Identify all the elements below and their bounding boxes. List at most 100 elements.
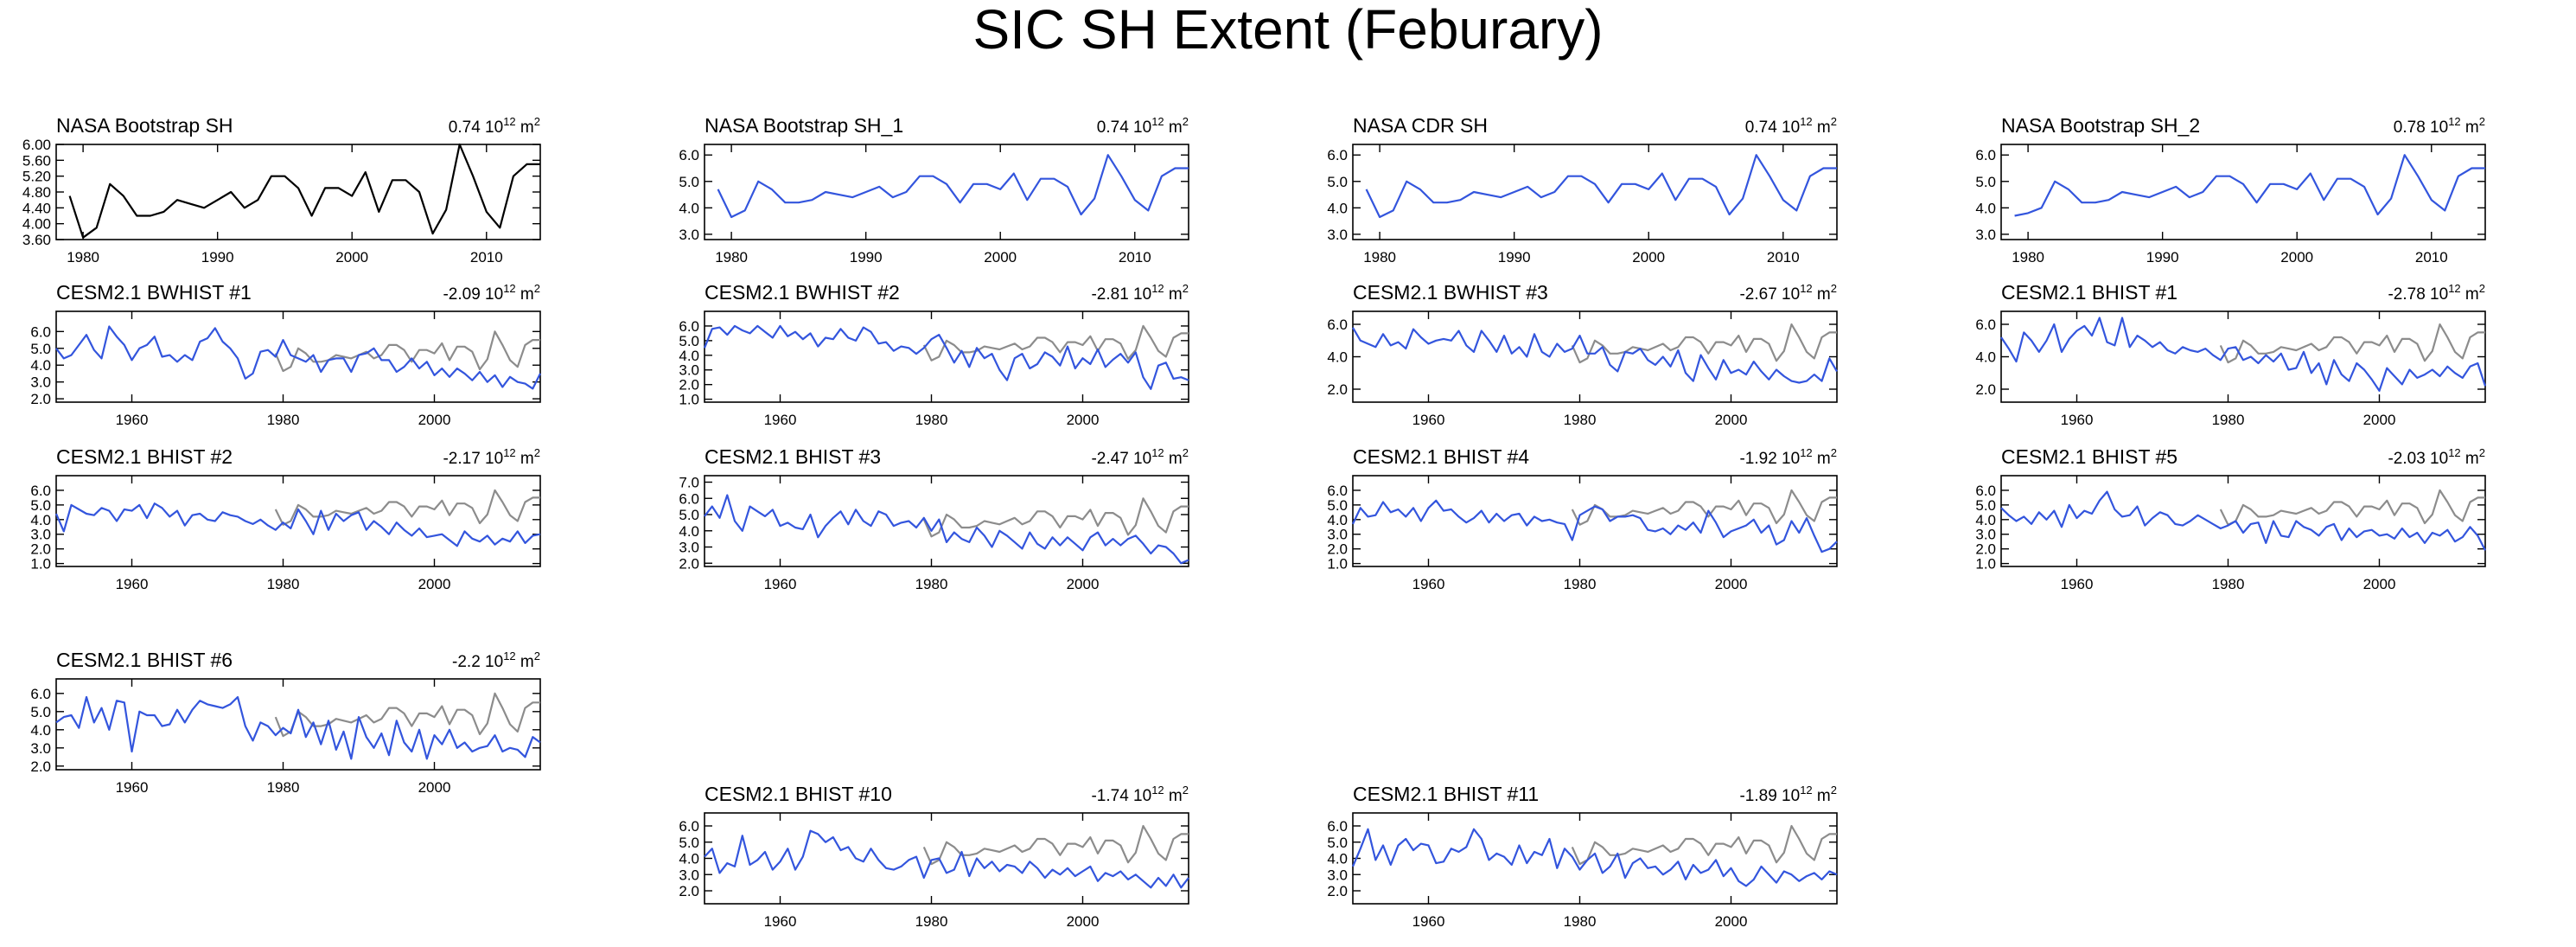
- panel-4: NASA Bootstrap SH_2 0.78 1012 m2 3.0 4.0 5.0…: [1975, 114, 2486, 266]
- x-tick-label: 1960: [1412, 412, 1445, 428]
- panel-frame: [704, 310, 1189, 403]
- panel-3: NASA CDR SH 0.74 1012 m2 3.0 4.0 5.0 6.0 1980 1…: [1327, 114, 1838, 266]
- x-tick-label: 2000: [1067, 913, 1100, 930]
- y-tick-label: 6.0: [679, 490, 699, 507]
- y-tick-label: 1.0: [1327, 556, 1348, 573]
- x-tick-label: 1960: [1412, 913, 1445, 930]
- series-line-model: [717, 154, 1189, 219]
- panel-title: CESM2.1 BHIST #11: [1353, 783, 1539, 805]
- panel-stat-label: -2.47 1012 m2: [1091, 446, 1189, 468]
- y-tick-label: 3.0: [1327, 227, 1348, 243]
- y-tick-label: 4.80: [22, 184, 51, 201]
- panel-stat-label: -2.17 1012 m2: [443, 446, 540, 468]
- series-line-model: [704, 829, 1189, 889]
- series-line-obs_overlay: [922, 824, 1189, 866]
- panel-title: NASA Bootstrap SH_1: [705, 114, 903, 137]
- panel-title: CESM2.1 BHIST #10: [705, 783, 892, 805]
- panel-title: NASA Bootstrap SH: [56, 114, 233, 137]
- x-tick-label: 1960: [2061, 576, 2094, 592]
- x-tick-label: 2000: [2363, 412, 2396, 428]
- y-tick-label: 6.0: [1327, 317, 1348, 333]
- x-tick-label: 1990: [201, 249, 234, 266]
- panel-title: CESM2.1 BHIST #2: [56, 445, 233, 468]
- panel-title: CESM2.1 BHIST #1: [2001, 281, 2177, 304]
- panel-title: CESM2.1 BHIST #5: [2001, 445, 2177, 468]
- x-tick-label: 2000: [335, 249, 368, 266]
- panel-stat-label: -2.2 1012 m2: [452, 649, 540, 671]
- series-line-obs_overlay: [1571, 824, 1837, 866]
- panel-stat-label: 0.74 1012 m2: [449, 115, 540, 137]
- x-tick-label: 2000: [418, 779, 451, 796]
- y-tick-label: 2.0: [679, 883, 699, 899]
- panel-1: NASA Bootstrap SH 0.74 1012 m2 3.604.004.4…: [22, 114, 541, 266]
- x-tick-label: 1980: [1564, 913, 1597, 930]
- panel-stat-label: 0.74 1012 m2: [1097, 115, 1189, 137]
- y-tick-label: 4.0: [30, 722, 51, 739]
- y-tick-label: 4.0: [679, 523, 699, 540]
- x-tick-label: 1980: [915, 576, 948, 592]
- y-tick-label: 5.0: [30, 341, 51, 357]
- series-line-model: [704, 494, 1189, 565]
- x-tick-label: 1980: [267, 576, 300, 592]
- series-line-obs_overlay: [922, 324, 1189, 362]
- panel-stat-label: -1.92 1012 m2: [1739, 446, 1837, 468]
- series-line-obs_overlay: [2219, 323, 2485, 364]
- panel-frame: [2000, 144, 2486, 240]
- y-tick-label: 6.0: [1975, 147, 1996, 163]
- series-line-model: [54, 502, 541, 547]
- panel-13: CESM2.1 BHIST #6 -2.2 1012 m2 2.03.04.0 5.0…: [30, 649, 541, 796]
- x-tick-label: 1980: [267, 779, 300, 796]
- panel-frame: [704, 475, 1189, 567]
- y-tick-label: 2.0: [679, 555, 699, 572]
- y-tick-label: 3.0: [679, 540, 699, 556]
- panel-stat-label: -1.89 1012 m2: [1739, 784, 1837, 805]
- x-tick-label: 2000: [1715, 913, 1748, 930]
- y-tick-label: 1.0: [1975, 556, 1996, 573]
- y-tick-label: 6.0: [679, 818, 699, 835]
- panel-10: CESM2.1 BHIST #3 -2.47 1012 m2 2.03.04.05.…: [679, 445, 1189, 592]
- panel-frame: [1352, 475, 1838, 567]
- y-tick-label: 3.0: [30, 740, 51, 757]
- x-tick-label: 1980: [67, 249, 99, 266]
- panel-12: CESM2.1 BHIST #5 -2.03 1012 m2 1.02.03.04.…: [1975, 445, 2486, 592]
- panel-grid: NASA Bootstrap SH 0.74 1012 m2 3.604.004.4…: [22, 114, 2487, 930]
- y-tick-label: 3.0: [679, 867, 699, 883]
- y-tick-label: 3.0: [1327, 867, 1348, 883]
- panel-frame: [1352, 812, 1838, 905]
- series-line-model: [2000, 317, 2487, 392]
- x-tick-label: 2000: [1715, 576, 1748, 592]
- y-tick-label: 4.0: [1327, 349, 1348, 366]
- x-tick-label: 2000: [418, 576, 451, 592]
- x-tick-label: 1980: [1564, 576, 1597, 592]
- x-tick-label: 1990: [1498, 249, 1531, 266]
- x-tick-label: 2010: [470, 249, 503, 266]
- y-tick-label: 6.00: [22, 137, 51, 153]
- y-tick-label: 2.0: [1327, 883, 1348, 899]
- x-tick-label: 1960: [2061, 412, 2094, 428]
- panel-frame: [1352, 144, 1838, 240]
- panel-frame: [55, 144, 541, 240]
- series-line-model: [1352, 499, 1838, 553]
- y-tick-label: 6.0: [1327, 818, 1348, 835]
- x-tick-label: 1990: [2146, 249, 2179, 266]
- y-tick-label: 5.0: [679, 174, 699, 190]
- y-tick-label: 5.0: [679, 507, 699, 523]
- panel-frame: [704, 144, 1189, 240]
- y-tick-label: 5.60: [22, 152, 51, 169]
- y-tick-label: 4.0: [1975, 349, 1996, 366]
- panel-9: CESM2.1 BHIST #2 -2.17 1012 m2 1.02.03.04.…: [30, 445, 541, 592]
- y-tick-label: 3.0: [679, 227, 699, 243]
- panel-stat-label: 0.78 1012 m2: [2394, 115, 2485, 137]
- panel-title: NASA Bootstrap SH_2: [2001, 114, 2200, 137]
- x-tick-label: 1980: [915, 412, 948, 428]
- y-tick-label: 6.0: [1975, 483, 1996, 499]
- y-tick-label: 5.0: [1327, 835, 1348, 851]
- y-tick-label: 1.0: [679, 392, 699, 408]
- y-tick-label: 4.0: [1327, 851, 1348, 867]
- panel-frame: [2000, 475, 2486, 567]
- y-tick-label: 7.0: [679, 475, 699, 491]
- series-line-obs_overlay: [274, 330, 540, 373]
- y-tick-label: 5.0: [679, 333, 699, 349]
- panel-stat-label: -2.03 1012 m2: [2388, 446, 2485, 468]
